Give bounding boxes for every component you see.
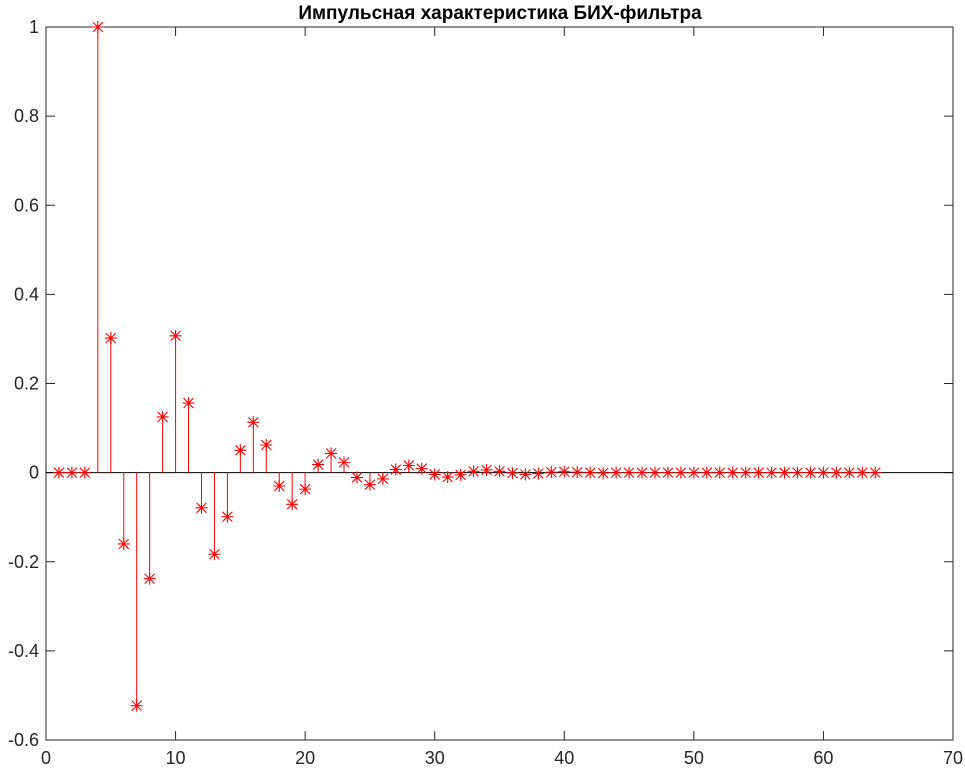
stem-marker	[415, 462, 428, 475]
stem-marker	[247, 416, 260, 429]
stem-marker	[778, 466, 791, 479]
stem-marker	[545, 466, 558, 479]
stem-marker	[519, 468, 532, 481]
stem-marker	[480, 463, 493, 476]
stem-marker	[804, 466, 817, 479]
stem-marker	[130, 699, 143, 712]
y-tick-label: 0.4	[14, 284, 39, 304]
stem-marker	[350, 471, 363, 484]
y-tick-label: 0.2	[14, 374, 39, 394]
x-tick-label: 20	[295, 748, 315, 768]
stem-marker	[169, 329, 182, 342]
y-tick-label: 0.6	[14, 195, 39, 215]
stem-marker	[376, 472, 389, 485]
stem-marker	[856, 466, 869, 479]
stem-marker	[532, 467, 545, 480]
stem-marker	[195, 501, 208, 514]
stem-marker	[726, 466, 739, 479]
x-tick-label: 60	[813, 748, 833, 768]
stem-marker	[78, 466, 91, 479]
axes-box	[45, 26, 954, 741]
x-tick-label: 10	[166, 748, 186, 768]
stem-marker	[260, 438, 273, 451]
stem-marker	[338, 456, 351, 469]
y-tick-label: -0.6	[8, 730, 39, 750]
y-tick-label: 0	[29, 463, 39, 483]
stem-marker	[648, 466, 661, 479]
stem-marker	[363, 478, 376, 491]
stem-marker	[402, 459, 415, 472]
x-tick-label: 0	[41, 748, 51, 768]
x-tick-label: 70	[943, 748, 963, 768]
stem-marker	[739, 466, 752, 479]
stem-marker	[91, 21, 104, 33]
x-tick-label: 40	[554, 748, 574, 768]
stem-marker	[143, 572, 156, 585]
stem-marker	[65, 466, 78, 479]
stem-marker	[117, 537, 130, 550]
stem-marker	[182, 397, 195, 410]
stem-marker	[674, 466, 687, 479]
stem-marker	[765, 466, 778, 479]
stem-marker	[299, 483, 312, 496]
stem-marker	[156, 410, 169, 423]
x-tick-label: 50	[684, 748, 704, 768]
stem-marker	[428, 468, 441, 481]
stem-marker	[830, 466, 843, 479]
stem-marker	[325, 447, 338, 460]
stem-marker	[687, 466, 700, 479]
y-tick-label: -0.2	[8, 552, 39, 572]
stem-marker	[661, 466, 674, 479]
stem-marker	[52, 466, 65, 479]
stem-marker	[700, 466, 713, 479]
stem-marker	[791, 466, 804, 479]
stem-marker	[441, 471, 454, 484]
stem-marker	[558, 465, 571, 478]
stem-marker	[493, 465, 506, 478]
x-tick-label: 30	[425, 748, 445, 768]
stem-marker	[571, 466, 584, 479]
y-tick-label: -0.4	[8, 641, 39, 661]
stem-marker	[610, 466, 623, 479]
stem-marker	[273, 479, 286, 492]
stem-marker	[454, 468, 467, 481]
chart-title: Импульсная характеристика БИХ-фильтра	[298, 3, 702, 24]
plot-area: 0 10 20 30 40 50 60 70 -0.6 -0.4 -0.2 0 0.2 0.4 0.6 0.8…	[8, 17, 963, 768]
stem-marker	[389, 463, 402, 476]
stem-marker	[312, 458, 325, 471]
stem-marker	[817, 466, 830, 479]
stem-marker	[584, 466, 597, 479]
stem-marker	[843, 466, 856, 479]
stem-marker	[597, 467, 610, 480]
stem-marker	[208, 548, 221, 561]
stem-marker	[234, 444, 247, 457]
stem-marker	[506, 467, 519, 480]
stem-marker	[752, 466, 765, 479]
stem-marker	[286, 498, 299, 511]
stem-marker	[636, 466, 649, 479]
stem-marker	[104, 332, 117, 345]
stem-marker	[467, 465, 480, 478]
y-tick-label: 1	[29, 17, 39, 37]
stem-marker	[713, 466, 726, 479]
stem-marker	[869, 466, 882, 479]
stem-marker	[623, 466, 636, 479]
stem-marker	[221, 510, 234, 523]
y-tick-label: 0.8	[14, 106, 39, 126]
